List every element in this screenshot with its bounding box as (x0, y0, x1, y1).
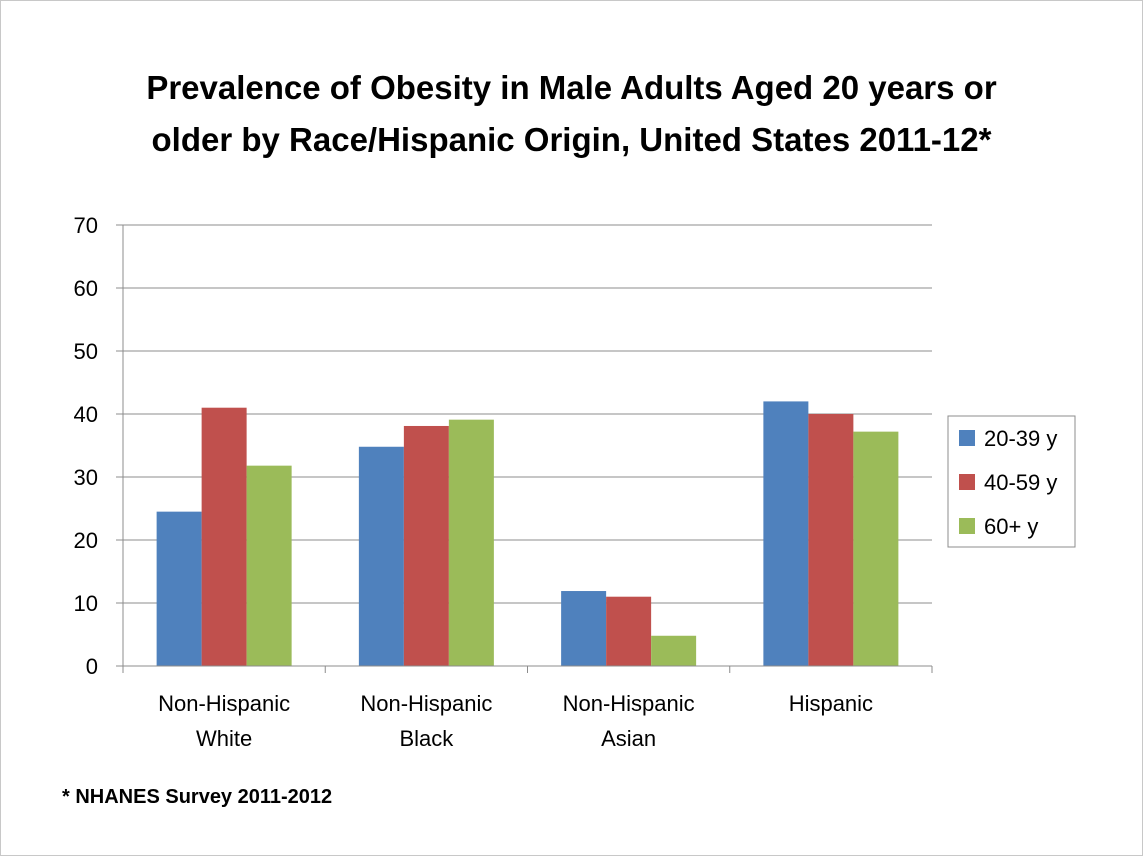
y-tick-label: 50 (74, 339, 98, 364)
bar-20-39-y (763, 401, 809, 666)
bar-20-39-y (156, 511, 202, 666)
y-tick-label: 40 (74, 402, 98, 427)
bar-40-59-y (808, 414, 854, 666)
bar-40-59-y (201, 407, 247, 666)
legend: 20-39 y 40-59 y 60+ y (947, 415, 1076, 548)
x-tick-label: Non-Hispanic (563, 691, 695, 716)
y-tick-label: 70 (74, 213, 98, 238)
x-tick-label: Non-Hispanic (360, 691, 492, 716)
x-tick-label: Asian (601, 726, 656, 751)
chart-title-line-2: older by Race/Hispanic Origin, United St… (151, 121, 992, 158)
y-tick-label: 60 (74, 276, 98, 301)
footnote: * NHANES Survey 2011-2012 (62, 786, 333, 808)
y-tick-label: 0 (86, 654, 98, 679)
bar-40-59-y (403, 425, 449, 666)
chart-title-line-1: Prevalence of Obesity in Male Adults Age… (146, 69, 997, 106)
bar-60-y (651, 635, 697, 666)
legend-swatch (959, 518, 975, 534)
y-tick-label: 20 (74, 528, 98, 553)
legend-label: 60+ y (984, 514, 1038, 539)
x-tick-label: White (196, 726, 252, 751)
legend-label: 20-39 y (984, 426, 1057, 451)
bars (156, 401, 899, 666)
x-tick-label: Black (399, 726, 454, 751)
y-tick-labels: 0 10 20 30 40 50 60 70 (74, 213, 98, 679)
bar-60-y (448, 419, 494, 666)
bar-20-39-y (561, 591, 607, 666)
y-tick-label: 30 (74, 465, 98, 490)
bar-40-59-y (606, 596, 652, 666)
bar-60-y (246, 465, 292, 666)
bar-20-39-y (358, 446, 404, 666)
axes (116, 224, 933, 673)
legend-label: 40-59 y (984, 470, 1057, 495)
x-tick-label: Hispanic (789, 691, 873, 716)
x-tick-labels: Non-Hispanic White Non-Hispanic Black Non-Hi… (158, 691, 873, 751)
chart-title: Prevalence of Obesity in Male Adults Age… (0, 62, 1143, 166)
x-tick-label: Non-Hispanic (158, 691, 290, 716)
legend-swatch (959, 430, 975, 446)
y-tick-label: 10 (74, 591, 98, 616)
legend-swatch (959, 474, 975, 490)
bar-60-y (853, 431, 899, 666)
